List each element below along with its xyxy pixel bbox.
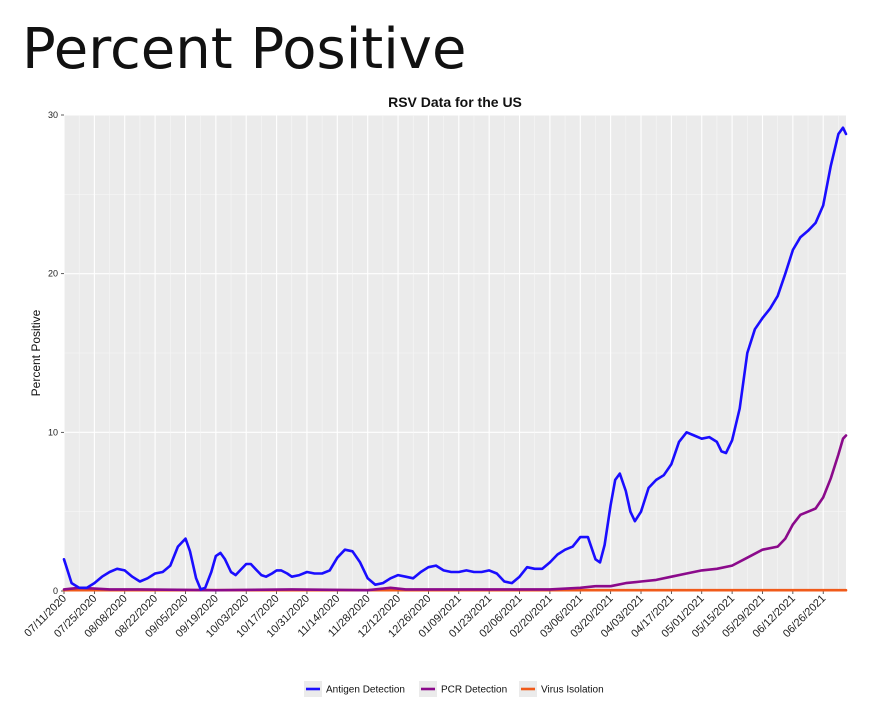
legend-label-antigen-detection: Antigen Detection xyxy=(326,685,405,696)
y-tick-label: 10 xyxy=(48,427,58,437)
legend-label-pcr-detection: PCR Detection xyxy=(441,685,507,696)
y-axis-title: Percent Positive xyxy=(29,309,43,396)
legend: Antigen Detection PCR Detection Virus Isol… xyxy=(304,681,604,697)
legend-label-virus-isolation: Virus Isolation xyxy=(541,685,604,696)
series-line-antigen-detection xyxy=(62,126,848,591)
page-heading: Percent Positive xyxy=(22,17,467,82)
y-tick-label: 20 xyxy=(48,269,58,279)
y-tick-label: 30 xyxy=(48,110,58,120)
x-axis: 07/11/202007/25/202008/08/202008/22/2020… xyxy=(22,591,828,640)
grid-lines xyxy=(63,114,846,592)
y-axis: 0 10 20 30 xyxy=(48,110,64,596)
y-tick-label: 0 xyxy=(53,586,58,596)
series-line-pcr-detection xyxy=(62,434,848,592)
chart-title: RSV Data for the US xyxy=(388,94,522,110)
series-layer xyxy=(62,126,848,592)
